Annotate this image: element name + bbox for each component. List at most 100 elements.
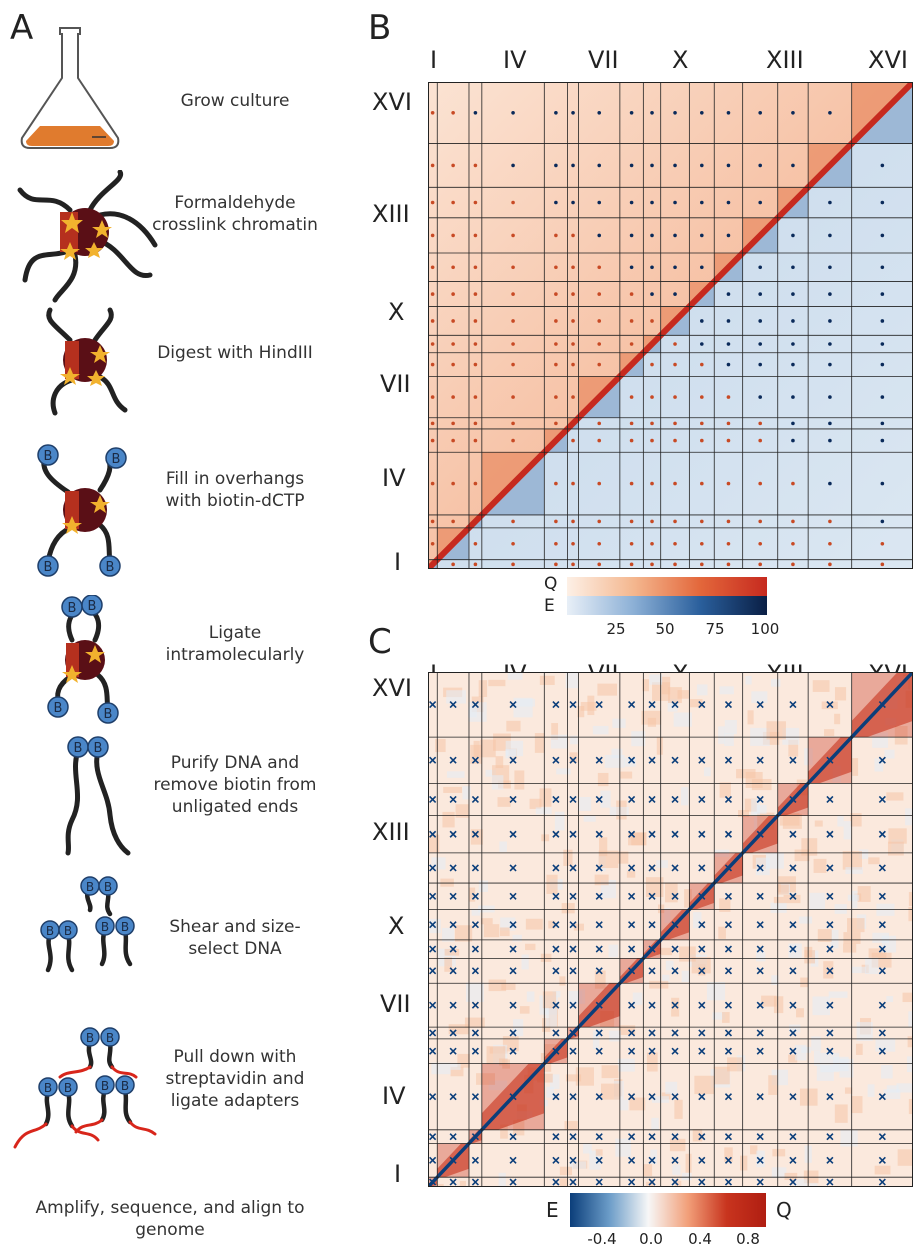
centromere-dot bbox=[451, 292, 455, 296]
centromere-mark bbox=[648, 1178, 656, 1186]
centromere-dot bbox=[828, 233, 832, 238]
chrom-label-left: X bbox=[388, 912, 405, 940]
intra-block-e bbox=[468, 514, 482, 528]
colorbar-c-e-label: E bbox=[546, 1198, 559, 1222]
texture-patch bbox=[756, 951, 766, 962]
centromere-mark bbox=[789, 864, 797, 872]
crosslinked-chromatin-icon bbox=[17, 170, 158, 303]
centromere-dot bbox=[791, 562, 795, 567]
texture-patch bbox=[595, 1149, 603, 1156]
centromere-dot bbox=[597, 233, 602, 238]
centromere-mark bbox=[552, 1001, 560, 1009]
centromere-dot bbox=[880, 481, 885, 486]
centromere-dot bbox=[726, 395, 731, 399]
texture-patch bbox=[843, 821, 852, 840]
centromere-mark bbox=[509, 1047, 517, 1055]
centromere-dot bbox=[758, 292, 763, 296]
colorbar-c-q-label: Q bbox=[776, 1198, 792, 1222]
centromere-dot bbox=[673, 362, 677, 367]
centromere-dot bbox=[511, 163, 515, 168]
biotin-letter: B bbox=[54, 701, 63, 716]
centromere-mark bbox=[648, 921, 656, 929]
centromere-mark bbox=[569, 1047, 577, 1055]
texture-patch bbox=[641, 710, 662, 725]
texture-patch bbox=[505, 749, 517, 759]
texture-patch bbox=[592, 725, 609, 735]
centromere-dot bbox=[650, 233, 654, 238]
centromere-dot bbox=[451, 233, 455, 238]
centromere-mark bbox=[826, 1093, 834, 1101]
centromere-mark bbox=[671, 892, 679, 900]
centromere-mark bbox=[756, 967, 764, 975]
centromere-dot bbox=[700, 265, 704, 270]
centromere-mark bbox=[648, 1156, 656, 1164]
texture-patch bbox=[549, 1074, 560, 1089]
centromere-dot bbox=[473, 163, 478, 168]
diagonal bbox=[428, 672, 913, 1187]
centromere-mark bbox=[509, 1133, 517, 1141]
centromere-mark bbox=[471, 1047, 479, 1055]
texture-patch bbox=[548, 920, 556, 929]
centromere-dot bbox=[828, 421, 832, 426]
texture-patch bbox=[884, 749, 895, 759]
centromere-mark bbox=[471, 830, 479, 838]
centromere-dot bbox=[511, 519, 515, 524]
texture-patch bbox=[619, 1099, 629, 1111]
biotin-letter: B bbox=[94, 741, 103, 756]
centromere-dot bbox=[571, 233, 575, 238]
texture-patch bbox=[858, 849, 869, 859]
step-8-label: Pull down with streptavidin and ligate a… bbox=[165, 1047, 305, 1111]
diagonal bbox=[428, 82, 913, 569]
texture-patch bbox=[526, 991, 535, 1002]
digested-chromatin-icon bbox=[46, 307, 128, 416]
centromere-mark bbox=[449, 700, 457, 709]
heatmap-frame bbox=[428, 672, 913, 1187]
texture-patch bbox=[771, 1167, 787, 1178]
centromere-mark bbox=[429, 1133, 437, 1141]
biotin-icon bbox=[40, 876, 135, 940]
chrom-label-left: VII bbox=[380, 370, 411, 398]
centromere-mark bbox=[595, 945, 603, 953]
centromere-mark bbox=[878, 945, 886, 953]
centromere-mark bbox=[826, 1178, 834, 1186]
texture-patch bbox=[724, 720, 737, 735]
texture-patch bbox=[514, 770, 525, 790]
centromere-mark bbox=[509, 921, 517, 929]
texture-patch bbox=[784, 1172, 798, 1181]
centromere-mark bbox=[449, 830, 457, 838]
flask-icon bbox=[20, 27, 120, 149]
texture-patch bbox=[788, 1054, 798, 1063]
texture-patch bbox=[881, 1065, 893, 1079]
texture-patch bbox=[905, 808, 912, 826]
biotin-letter: B bbox=[44, 449, 53, 464]
texture-patch bbox=[615, 1138, 632, 1157]
centromere-mark bbox=[429, 921, 437, 929]
centromere-dot bbox=[451, 362, 455, 367]
biotin-letter: B bbox=[101, 920, 109, 934]
centromere-dot bbox=[597, 342, 602, 346]
centromere-mark bbox=[878, 830, 886, 838]
texture-patch bbox=[801, 838, 818, 856]
purified-dna-icon: B B bbox=[65, 736, 131, 856]
centromere-mark bbox=[429, 892, 437, 900]
centromere-dot bbox=[430, 163, 435, 168]
texture-patch bbox=[722, 1012, 730, 1023]
centromere-dot bbox=[571, 519, 575, 524]
centromere-mark bbox=[509, 1178, 517, 1186]
centromere-dot bbox=[791, 519, 795, 524]
centromere-dot bbox=[828, 481, 832, 486]
centromere-dot bbox=[828, 395, 832, 399]
centromere-dot bbox=[758, 342, 763, 346]
biotin-letter: B bbox=[86, 1031, 94, 1045]
colorbar-b-e bbox=[567, 596, 767, 615]
texture-patch bbox=[594, 874, 609, 886]
texture-patch bbox=[804, 950, 816, 964]
centromere-dot bbox=[880, 292, 885, 296]
texture-patch bbox=[851, 1096, 863, 1114]
step-7-label: Shear and size-select DNA bbox=[169, 917, 301, 959]
centromere-dot bbox=[597, 200, 602, 205]
centromere-dot bbox=[430, 319, 435, 323]
centromere-mark bbox=[552, 1029, 560, 1037]
texture-patch bbox=[462, 786, 471, 800]
texture-patch bbox=[468, 887, 476, 902]
